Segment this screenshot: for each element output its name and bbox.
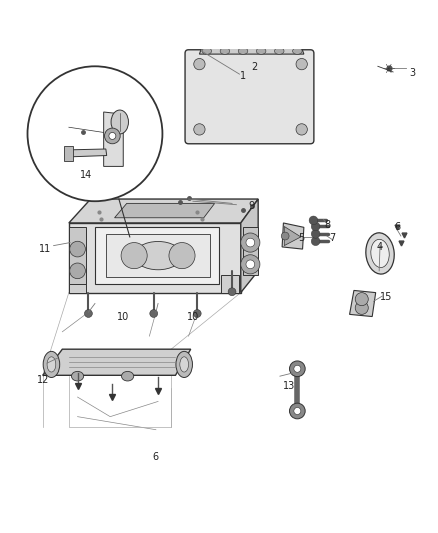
Circle shape — [290, 403, 305, 419]
FancyBboxPatch shape — [185, 50, 314, 144]
Text: 4: 4 — [377, 242, 383, 252]
Polygon shape — [69, 223, 241, 293]
Circle shape — [246, 238, 254, 247]
Text: 7: 7 — [329, 233, 335, 243]
Text: 2: 2 — [251, 62, 258, 72]
Circle shape — [105, 128, 120, 144]
Ellipse shape — [193, 310, 201, 318]
Polygon shape — [284, 227, 301, 246]
Ellipse shape — [121, 372, 134, 381]
Text: 13: 13 — [283, 381, 295, 391]
Ellipse shape — [134, 241, 182, 270]
Circle shape — [169, 243, 195, 269]
Text: 10: 10 — [117, 312, 129, 321]
Polygon shape — [69, 275, 86, 293]
Circle shape — [355, 301, 368, 314]
Ellipse shape — [275, 48, 284, 54]
Circle shape — [311, 230, 320, 238]
Polygon shape — [221, 275, 239, 293]
Polygon shape — [69, 149, 107, 157]
Ellipse shape — [43, 351, 60, 377]
Polygon shape — [104, 112, 123, 166]
Circle shape — [281, 232, 289, 240]
Circle shape — [70, 241, 85, 257]
Circle shape — [294, 408, 301, 415]
Circle shape — [241, 255, 260, 274]
Circle shape — [241, 233, 260, 252]
Circle shape — [194, 124, 205, 135]
Ellipse shape — [85, 310, 92, 318]
Circle shape — [296, 124, 307, 135]
Text: 15: 15 — [380, 292, 393, 302]
Ellipse shape — [176, 351, 192, 377]
Ellipse shape — [371, 239, 389, 268]
Ellipse shape — [366, 233, 394, 274]
Polygon shape — [282, 223, 304, 249]
Polygon shape — [69, 228, 86, 284]
Circle shape — [294, 365, 301, 372]
Ellipse shape — [238, 48, 248, 54]
Polygon shape — [106, 234, 210, 277]
Text: 3: 3 — [410, 68, 416, 78]
Text: 1: 1 — [240, 71, 246, 81]
Ellipse shape — [111, 110, 128, 134]
Polygon shape — [241, 199, 258, 293]
Polygon shape — [95, 228, 219, 284]
Circle shape — [194, 59, 205, 70]
Text: 10: 10 — [187, 312, 199, 321]
Polygon shape — [199, 48, 304, 54]
Polygon shape — [350, 290, 376, 317]
Text: 8: 8 — [325, 220, 331, 230]
Text: 11: 11 — [39, 244, 51, 254]
Ellipse shape — [202, 48, 212, 54]
Ellipse shape — [150, 310, 158, 318]
Circle shape — [311, 237, 320, 246]
Text: 6: 6 — [394, 222, 400, 232]
Text: 14: 14 — [80, 170, 92, 180]
Text: 6: 6 — [153, 452, 159, 462]
Ellipse shape — [47, 357, 56, 372]
Circle shape — [311, 222, 320, 231]
Circle shape — [290, 361, 305, 377]
Text: 12: 12 — [36, 375, 49, 385]
Circle shape — [296, 59, 307, 70]
Ellipse shape — [293, 48, 302, 54]
Text: 9: 9 — [249, 200, 255, 211]
Circle shape — [246, 260, 254, 269]
Polygon shape — [69, 199, 258, 223]
Polygon shape — [243, 228, 258, 275]
Text: 5: 5 — [299, 233, 305, 243]
Circle shape — [355, 293, 368, 305]
Polygon shape — [64, 146, 73, 161]
Polygon shape — [115, 204, 215, 218]
Circle shape — [28, 66, 162, 201]
Ellipse shape — [256, 48, 266, 54]
Polygon shape — [43, 349, 191, 375]
Ellipse shape — [228, 288, 236, 296]
Circle shape — [70, 263, 85, 279]
Ellipse shape — [71, 372, 84, 381]
Circle shape — [121, 243, 147, 269]
Ellipse shape — [220, 48, 230, 54]
Ellipse shape — [180, 357, 188, 372]
Circle shape — [109, 133, 116, 140]
Circle shape — [309, 216, 318, 225]
